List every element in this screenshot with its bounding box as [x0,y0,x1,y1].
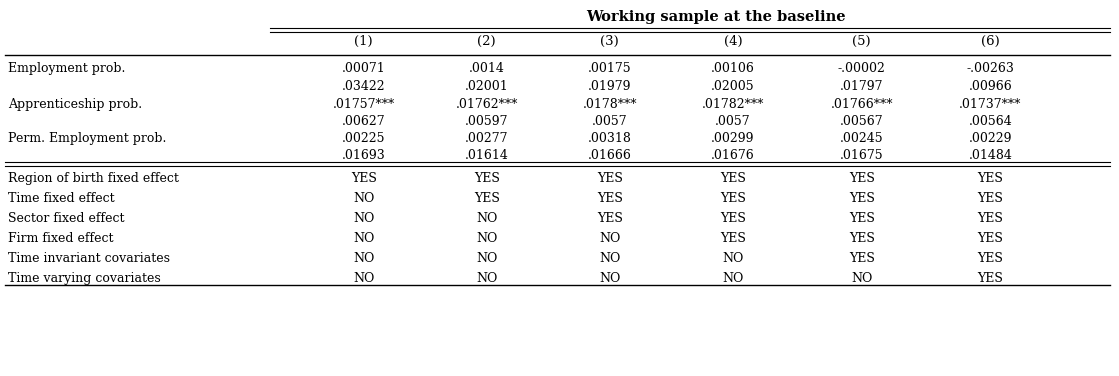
Text: NO: NO [352,192,375,205]
Text: .01979: .01979 [589,80,631,93]
Text: YES: YES [720,212,746,225]
Text: NO: NO [850,272,873,285]
Text: .0057: .0057 [592,115,628,128]
Text: NO: NO [599,252,621,265]
Text: YES: YES [977,232,1004,245]
Text: NO: NO [476,252,498,265]
Text: Perm. Employment prob.: Perm. Employment prob. [8,132,167,145]
Text: (5): (5) [853,35,871,48]
Text: .01675: .01675 [840,149,883,162]
Text: NO: NO [352,212,375,225]
Text: NO: NO [352,232,375,245]
Text: YES: YES [720,192,746,205]
Text: .00175: .00175 [589,62,631,75]
Text: YES: YES [596,172,623,185]
Text: (3): (3) [601,35,619,48]
Text: .00966: .00966 [968,80,1013,93]
Text: YES: YES [473,172,500,185]
Text: .01782***: .01782*** [702,98,764,111]
Text: Time fixed effect: Time fixed effect [8,192,114,205]
Text: .00564: .00564 [968,115,1013,128]
Text: .02001: .02001 [464,80,509,93]
Text: .00245: .00245 [840,132,883,145]
Text: YES: YES [848,192,875,205]
Text: YES: YES [596,192,623,205]
Text: NO: NO [722,272,744,285]
Text: YES: YES [473,192,500,205]
Text: .01762***: .01762*** [455,98,518,111]
Text: .00318: .00318 [587,132,632,145]
Text: -.00263: -.00263 [967,62,1014,75]
Text: NO: NO [599,272,621,285]
Text: .02005: .02005 [712,80,754,93]
Text: .01766***: .01766*** [830,98,893,111]
Text: .03422: .03422 [342,80,385,93]
Text: .00597: .00597 [466,115,508,128]
Text: NO: NO [352,252,375,265]
Text: (6): (6) [981,35,999,48]
Text: .0014: .0014 [469,62,505,75]
Text: YES: YES [848,252,875,265]
Text: Time invariant covariates: Time invariant covariates [8,252,170,265]
Text: .01757***: .01757*** [332,98,395,111]
Text: NO: NO [476,272,498,285]
Text: .01693: .01693 [341,149,386,162]
Text: YES: YES [977,252,1004,265]
Text: YES: YES [977,172,1004,185]
Text: YES: YES [848,212,875,225]
Text: NO: NO [352,272,375,285]
Text: YES: YES [720,232,746,245]
Text: Firm fixed effect: Firm fixed effect [8,232,113,245]
Text: YES: YES [977,212,1004,225]
Text: YES: YES [848,172,875,185]
Text: .01614: .01614 [464,149,509,162]
Text: NO: NO [722,252,744,265]
Text: .0057: .0057 [715,115,751,128]
Text: Sector fixed effect: Sector fixed effect [8,212,124,225]
Text: .00567: .00567 [840,115,883,128]
Text: Time varying covariates: Time varying covariates [8,272,161,285]
Text: (1): (1) [355,35,373,48]
Text: YES: YES [596,212,623,225]
Text: .01797: .01797 [840,80,883,93]
Text: Apprenticeship prob.: Apprenticeship prob. [8,98,142,111]
Text: .01676: .01676 [711,149,755,162]
Text: .00277: .00277 [466,132,508,145]
Text: .00071: .00071 [341,62,386,75]
Text: YES: YES [848,232,875,245]
Text: .01484: .01484 [968,149,1013,162]
Text: YES: YES [350,172,377,185]
Text: (4): (4) [724,35,742,48]
Text: Working sample at the baseline: Working sample at the baseline [586,10,846,24]
Text: Employment prob.: Employment prob. [8,62,125,75]
Text: .00627: .00627 [342,115,385,128]
Text: YES: YES [720,172,746,185]
Text: .00225: .00225 [342,132,385,145]
Text: Region of birth fixed effect: Region of birth fixed effect [8,172,179,185]
Text: YES: YES [977,192,1004,205]
Text: NO: NO [599,232,621,245]
Text: NO: NO [476,212,498,225]
Text: .00229: .00229 [969,132,1012,145]
Text: .0178***: .0178*** [583,98,637,111]
Text: .01666: .01666 [587,149,632,162]
Text: -.00002: -.00002 [838,62,885,75]
Text: .00106: .00106 [711,62,755,75]
Text: .01737***: .01737*** [959,98,1022,111]
Text: NO: NO [476,232,498,245]
Text: .00299: .00299 [712,132,754,145]
Text: YES: YES [977,272,1004,285]
Text: (2): (2) [478,35,496,48]
